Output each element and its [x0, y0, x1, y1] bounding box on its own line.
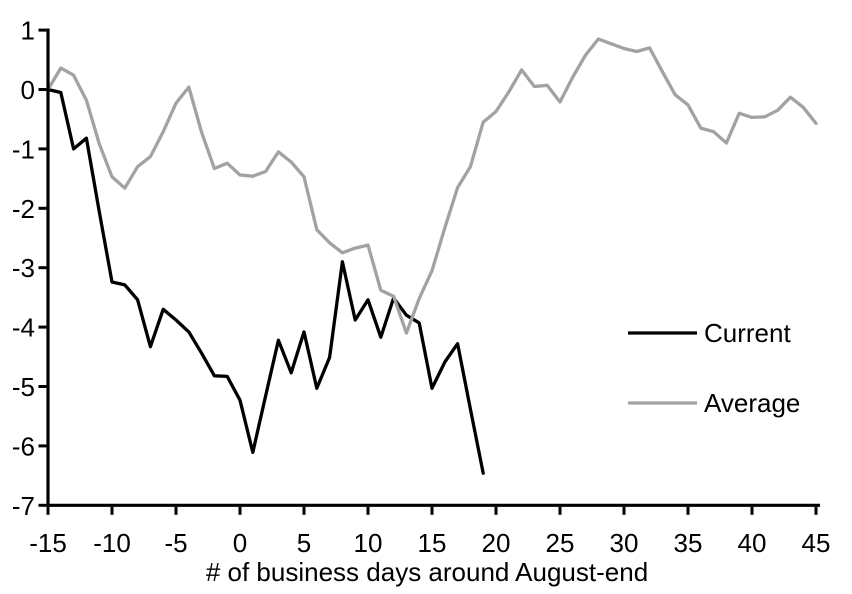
- legend-label-average: Average: [704, 388, 800, 418]
- x-tick-label: 45: [802, 528, 831, 558]
- x-tick-label: -15: [29, 528, 67, 558]
- x-tick-label: 40: [738, 528, 767, 558]
- y-tick-label: -2: [12, 194, 35, 224]
- series-line-current: [46, 87, 485, 475]
- axes: 10-1-2-3-4-5-6-7-15 -10 -5 0 5 10 15 20 25 30 35 40…: [12, 16, 831, 558]
- series-lines: [46, 37, 818, 475]
- x-tick-label: 20: [482, 528, 511, 558]
- x-tick-label: -5: [164, 528, 187, 558]
- x-tick-label: -10: [93, 528, 131, 558]
- x-tick-label: 30: [610, 528, 639, 558]
- x-tick-label: 0: [233, 528, 247, 558]
- y-tick-label: -1: [12, 134, 35, 164]
- legend: Current Average: [628, 318, 800, 418]
- x-axis-title: # of business days around August-end: [206, 557, 648, 587]
- legend-label-current: Current: [704, 318, 791, 348]
- y-tick-label: -6: [12, 431, 35, 461]
- series-line-average: [46, 37, 818, 335]
- y-tick-label: -4: [12, 313, 35, 343]
- x-tick-label: 5: [297, 528, 311, 558]
- y-tick-label: -7: [12, 491, 35, 521]
- y-tick-label: -5: [12, 372, 35, 402]
- y-tick-label: -3: [12, 253, 35, 283]
- x-tick-label: 10: [354, 528, 383, 558]
- y-tick-label: 0: [21, 75, 35, 105]
- x-tick-label: 35: [674, 528, 703, 558]
- x-tick-label: 25: [546, 528, 575, 558]
- y-tick-label: 1: [21, 16, 35, 46]
- x-tick-label: 15: [418, 528, 447, 558]
